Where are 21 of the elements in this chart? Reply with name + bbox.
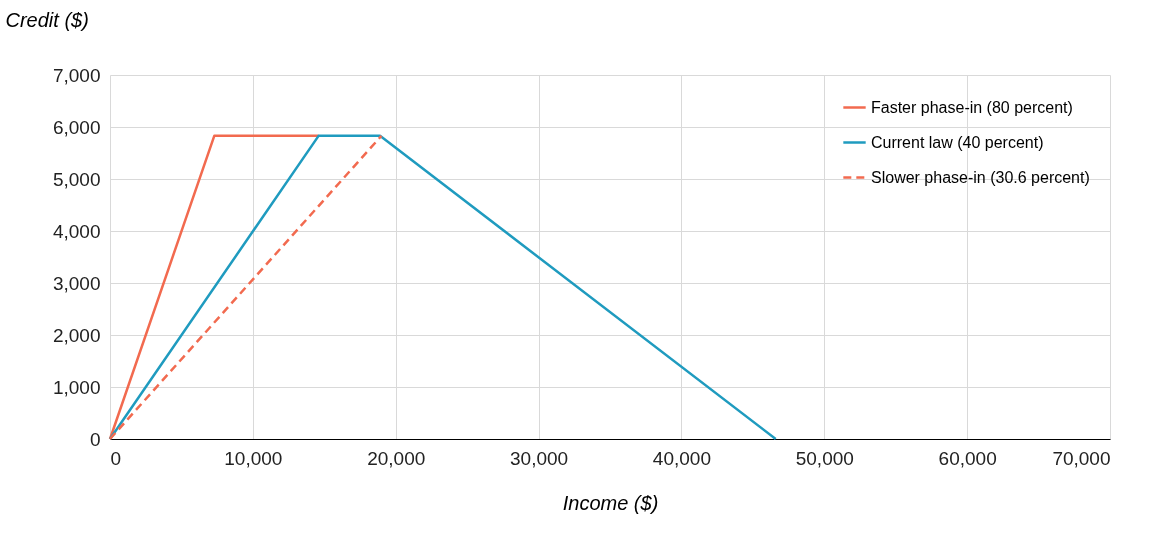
y-tick-label: 2,000	[52, 324, 101, 346]
y-tick-label: 0	[89, 428, 101, 450]
x-tick-label: 30,000	[510, 447, 569, 469]
x-tick-label: 50,000	[795, 447, 854, 469]
y-tick-label: 3,000	[52, 272, 101, 294]
x-tick-label: 10,000	[224, 447, 283, 469]
legend-label: Slower phase-in (30.6 percent)	[871, 168, 1090, 186]
legend-label: Current law (40 percent)	[871, 133, 1044, 151]
y-tick-label: 4,000	[52, 220, 101, 242]
x-tick-label: 70,000	[1052, 447, 1111, 469]
x-tick-label: 20,000	[367, 447, 426, 469]
x-tick-label: 40,000	[652, 447, 711, 469]
y-axis-title: Credit ($)	[5, 8, 89, 31]
x-tick-label: 60,000	[938, 447, 997, 469]
legend-label: Faster phase-in (80 percent)	[871, 98, 1073, 116]
y-tick-label: 5,000	[52, 168, 101, 190]
y-tick-label: 6,000	[52, 116, 101, 138]
y-tick-label: 7,000	[52, 64, 101, 86]
x-tick-label: 0	[110, 447, 122, 469]
y-tick-label: 1,000	[52, 376, 101, 398]
x-axis-title: Income ($)	[562, 491, 659, 514]
